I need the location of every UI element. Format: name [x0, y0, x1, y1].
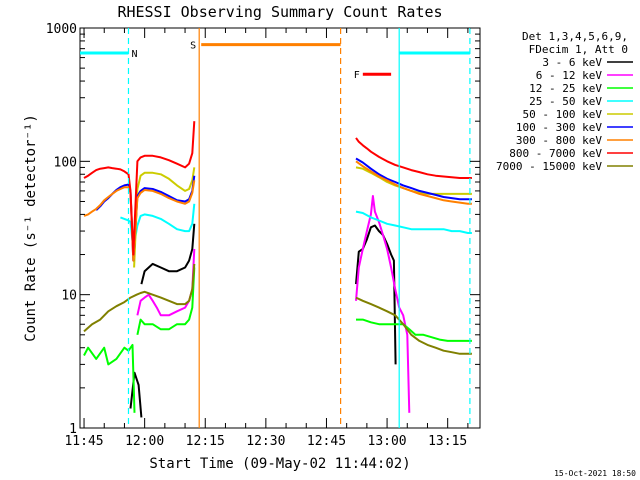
legend-header-0: Det 1,3,4,5,6,9,: [522, 30, 628, 43]
plot-frame: [79, 27, 481, 429]
series-5-segment-1: [355, 157, 472, 201]
marker-1-label: S: [190, 41, 196, 52]
legend-label-5: 100 - 300 keV: [516, 121, 602, 134]
series-2-segment-1: [136, 267, 196, 336]
series-3-segment-1: [355, 210, 472, 234]
x-tick-label-3: 12:30: [246, 434, 285, 449]
series-6-segment-1: [355, 160, 472, 205]
marker-0-label: N: [132, 49, 138, 60]
legend-label-0: 3 - 6 keV: [542, 56, 602, 69]
series-8-segment-1: [355, 296, 472, 355]
legend-label-6: 300 - 800 keV: [516, 134, 602, 147]
x-tick-label-4: 12:45: [307, 434, 346, 449]
x-tick-label-2: 12:15: [186, 434, 225, 449]
series-0-segment-1: [140, 223, 196, 285]
x-tick-label-1: 12:00: [125, 434, 164, 449]
series-7-segment-1: [355, 137, 472, 179]
tick-layer: 11:45 12:00 12:15 12:30 12:45 13:00 13:15 1 10 10…: [46, 22, 480, 449]
legend-label-3: 25 - 50 keV: [529, 95, 602, 108]
marker-2-label: F: [354, 70, 360, 81]
series-layer: [83, 121, 472, 418]
series-2-segment-0: [83, 343, 136, 413]
series-0-segment-0: [129, 371, 143, 418]
legend-label-7: 800 - 7000 keV: [509, 147, 602, 160]
legend-label-8: 7000 - 15000 keV: [496, 160, 602, 173]
series-0-segment-2: [355, 224, 397, 365]
legend-header-1: FDecim 1, Att 0: [529, 43, 628, 56]
legend: Det 1,3,4,5,6,9,FDecim 1, Att 03 - 6 keV…: [496, 30, 633, 173]
legend-label-2: 12 - 25 keV: [529, 82, 602, 95]
y-tick-label-2: 100: [54, 155, 77, 170]
x-tick-label-6: 13:15: [428, 434, 467, 449]
footer-timestamp: 15-Oct-2021 18:50: [554, 469, 636, 478]
y-tick-label-0: 1: [69, 422, 77, 437]
marker-layer: N S F: [80, 28, 471, 428]
y-axis-label: Count Rate (s⁻¹ detector⁻¹): [23, 114, 39, 342]
y-tick-label-1: 10: [61, 289, 77, 304]
series-3-segment-0: [120, 203, 196, 250]
legend-label-1: 6 - 12 keV: [536, 69, 603, 82]
y-tick-label-3: 1000: [46, 22, 77, 37]
x-axis-label: Start Time (09-May-02 11:44:02): [149, 456, 410, 472]
chart-title: RHESSI Observing Summary Count Rates: [117, 3, 442, 21]
x-tick-label-5: 13:00: [368, 434, 407, 449]
legend-label-4: 50 - 100 keV: [523, 108, 603, 121]
series-1-segment-1: [355, 195, 411, 413]
series-7-segment-0: [83, 121, 196, 256]
series-5-segment-0: [95, 175, 196, 262]
plot-axes: [79, 27, 481, 429]
series-2-segment-2: [356, 318, 472, 342]
series-1-segment-0: [136, 248, 196, 317]
series-8-segment-0: [83, 263, 196, 333]
series-4-segment-0: [133, 167, 196, 268]
x-tick-label-0: 11:45: [64, 434, 103, 449]
